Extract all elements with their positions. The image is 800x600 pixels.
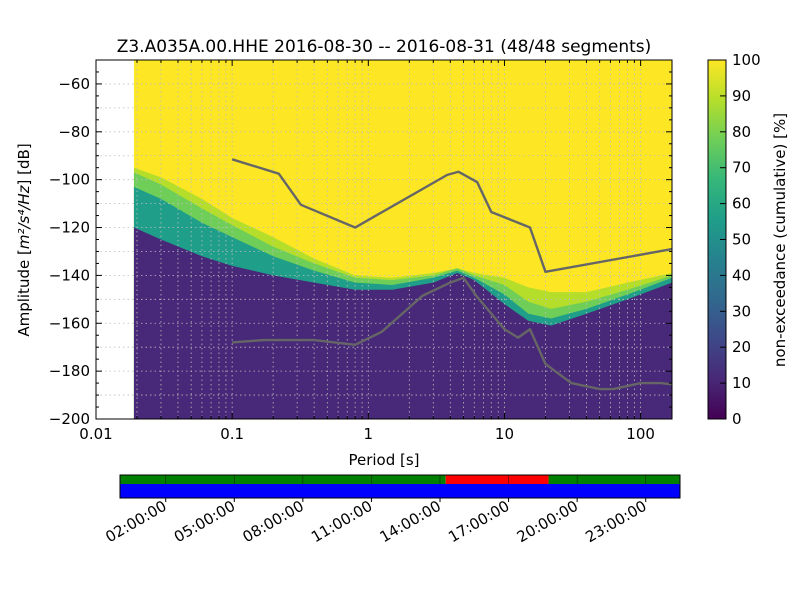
- segment-coverage-bar: 02:00:00 05:00:00 08:00:00 11:00:00 14:00:00…: [102, 474, 681, 546]
- colorbar-tick-label: 40: [732, 266, 751, 284]
- x-tick-label: 0.01: [79, 425, 112, 443]
- plot-area: 0.01 0.1 1 10 100 −60 −80 −100 −120 −140 −160 −180…: [49, 59, 673, 443]
- y-tick-label: −80: [58, 123, 90, 141]
- timebar-frame: [119, 474, 681, 499]
- x-tick-label: 1: [364, 425, 374, 443]
- colorbar-tick-label: 10: [732, 374, 751, 392]
- y-tick-label: −160: [49, 314, 90, 332]
- x-tick-label: 100: [626, 425, 655, 443]
- x-axis-label: Period [s]: [348, 451, 419, 469]
- time-tick-label: 02:00:00: [102, 497, 169, 546]
- x-tick-label: 10: [495, 425, 514, 443]
- colorbar-label: non-exceedance (cumulative) [%]: [771, 113, 789, 367]
- time-tick-label: 14:00:00: [377, 497, 444, 546]
- time-tick-label: 17:00:00: [445, 497, 512, 546]
- segment-status-top: [120, 475, 446, 484]
- colorbar-tick-label: 70: [732, 159, 751, 177]
- y-tick-label: −180: [49, 362, 90, 380]
- colorbar-tick-label: 80: [732, 123, 751, 141]
- colorbar-tick-label: 0: [732, 410, 742, 428]
- colorbar-tick-label: 90: [732, 87, 751, 105]
- colorbar-tick-label: 20: [732, 338, 751, 356]
- time-tick-label: 20:00:00: [514, 497, 581, 546]
- colorbar-tick-label: 50: [732, 231, 751, 249]
- time-tick-label: 11:00:00: [308, 497, 375, 546]
- colorbar-tick-label: 30: [732, 302, 751, 320]
- y-axis-label: Amplitude [m²/s⁴/Hz] [dB]: [15, 143, 33, 336]
- colorbar-tick-label: 60: [732, 195, 751, 213]
- segment-status-bottom: [120, 484, 680, 498]
- time-tick-label: 23:00:00: [582, 497, 649, 546]
- segment-status-top: [445, 475, 549, 484]
- time-tick-label: 08:00:00: [240, 497, 307, 546]
- noise-model-line-high: [231, 158, 672, 274]
- noise-model-line-low: [232, 276, 672, 391]
- y-tick-label: −200: [49, 410, 90, 428]
- y-tick-label: −120: [49, 219, 90, 237]
- y-tick-label: −60: [58, 75, 90, 93]
- chart-title: Z3.A035A.00.HHE 2016-08-30 -- 2016-08-31…: [117, 37, 652, 57]
- colorbar-tick-label: 100: [732, 51, 761, 69]
- time-tick-label: 05:00:00: [171, 497, 238, 546]
- y-tick-label: −100: [49, 171, 90, 189]
- y-tick-label: −140: [49, 266, 90, 284]
- x-tick-label: 0.1: [220, 425, 244, 443]
- colorbar: 0 10 20 30 40 50 60 70 80 90 100: [707, 51, 761, 428]
- segment-status-top: [548, 475, 680, 484]
